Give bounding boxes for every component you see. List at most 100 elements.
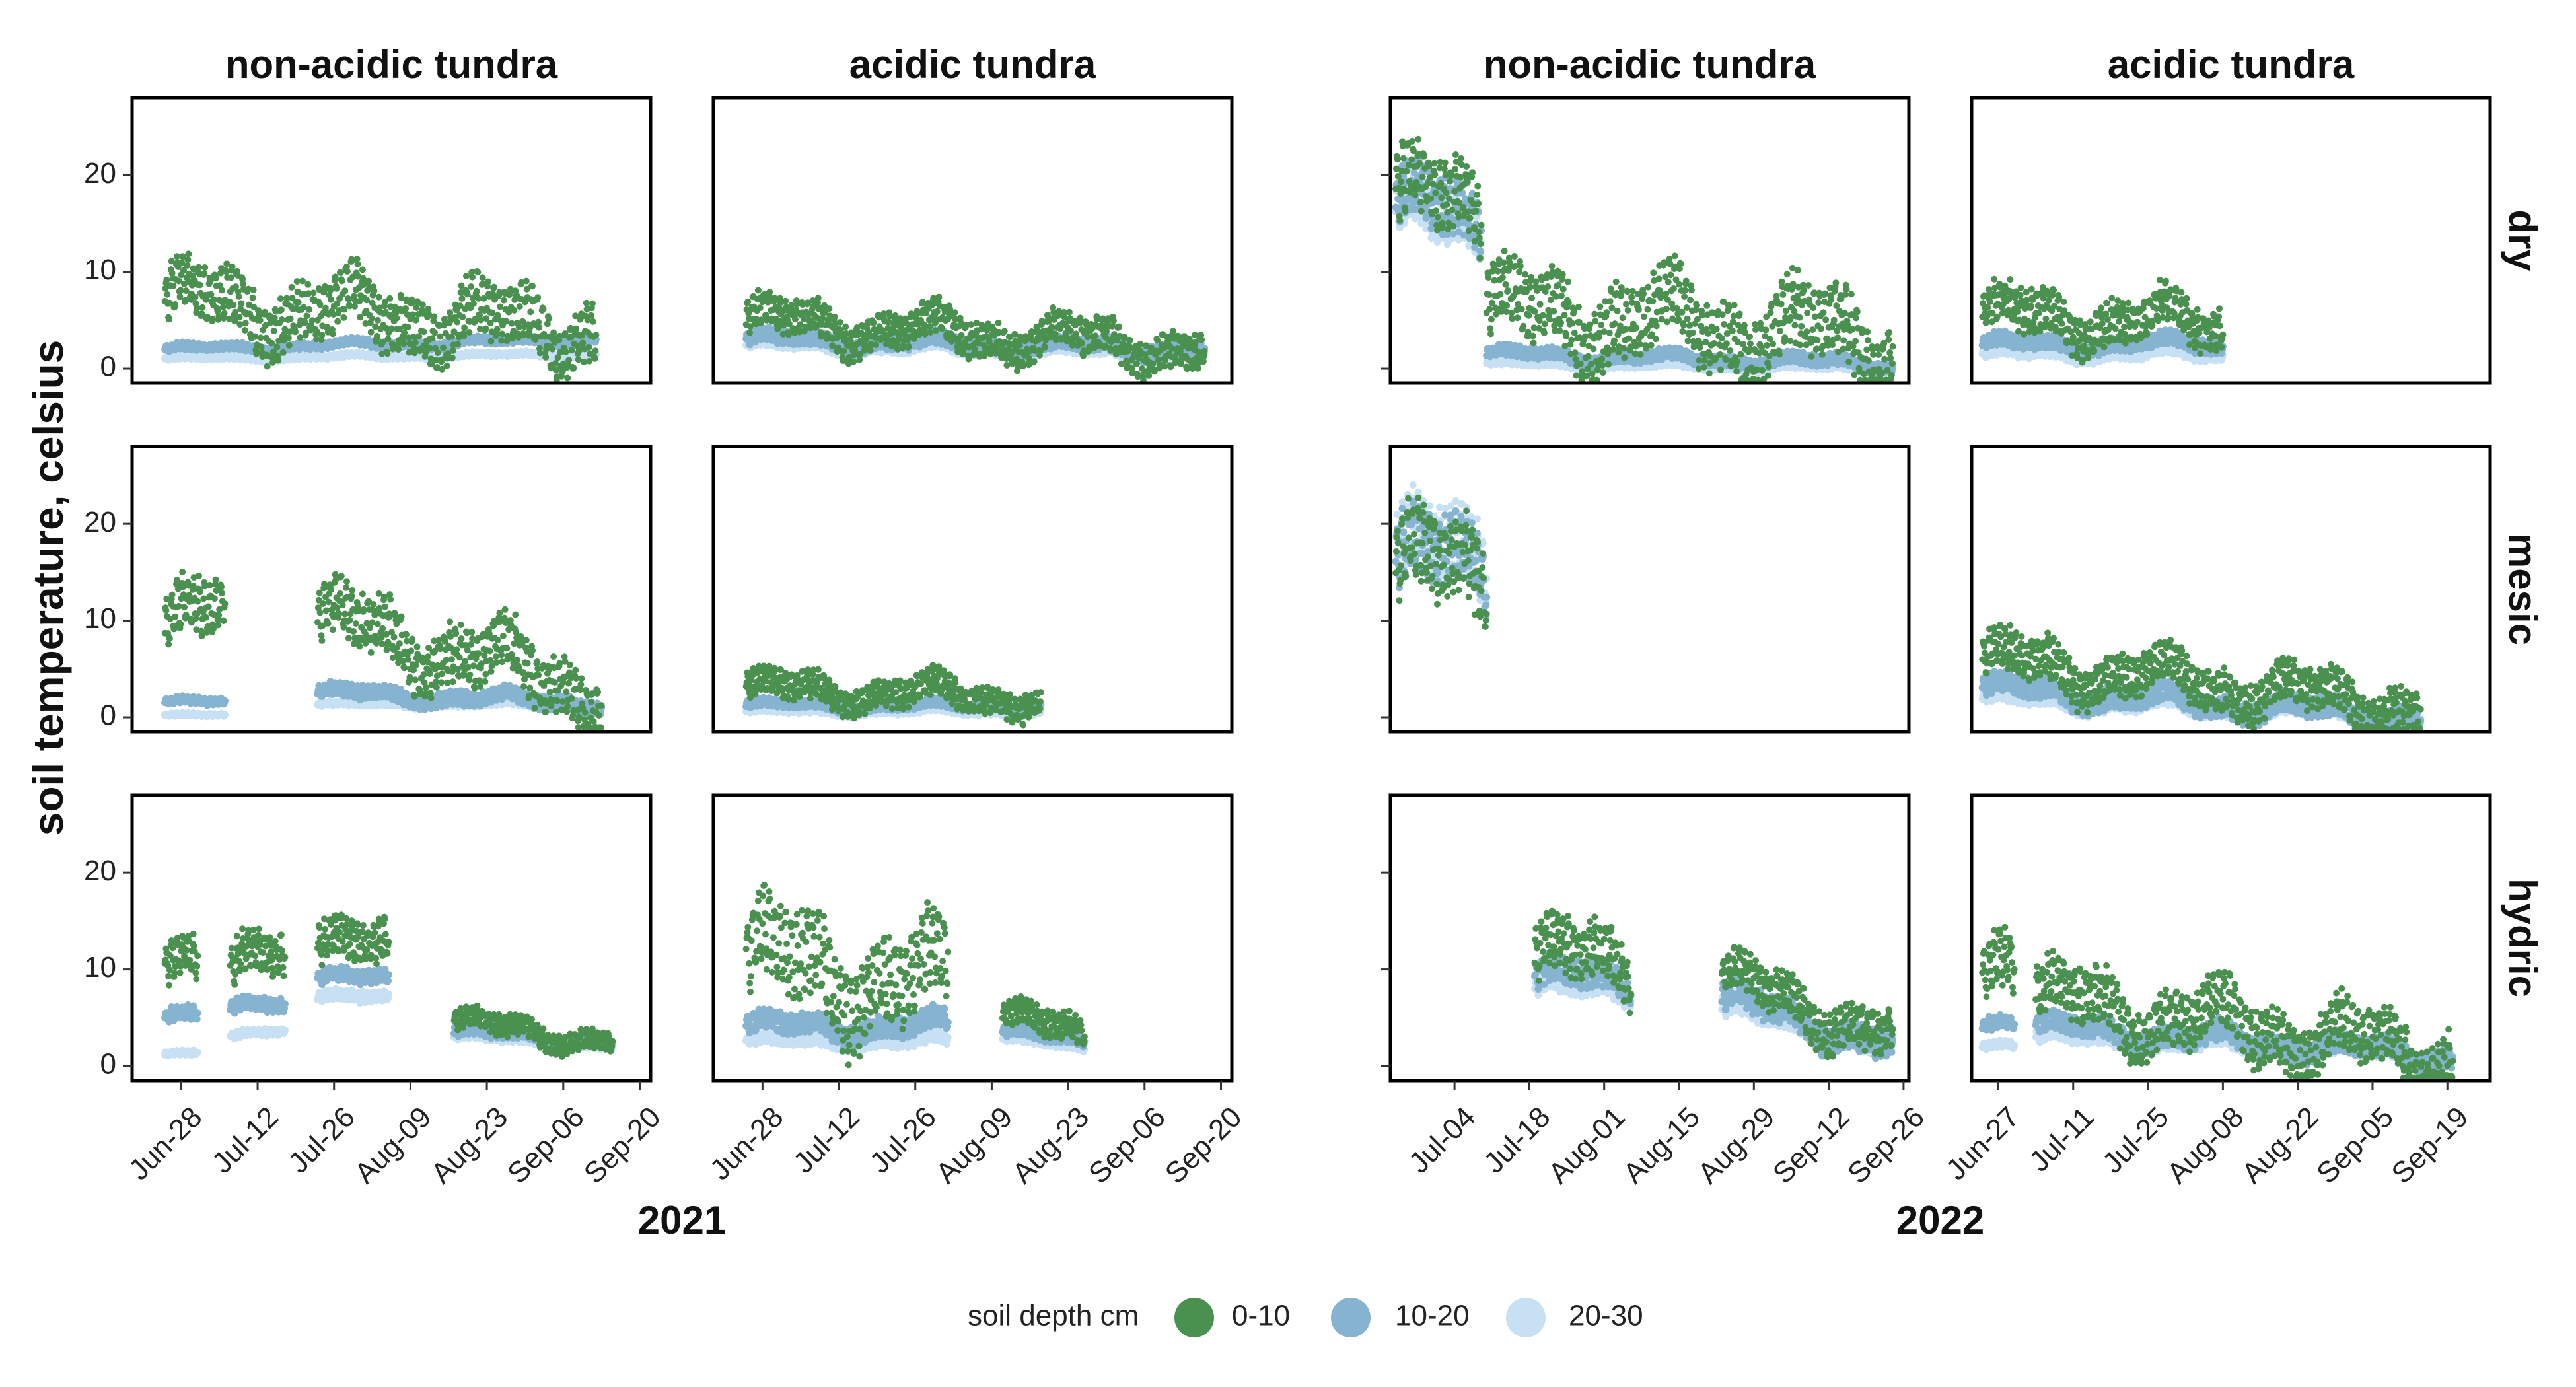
data-point [405,324,411,330]
data-point [327,287,334,293]
data-point [281,1000,289,1007]
data-point [236,321,243,328]
data-point [194,1009,201,1016]
data-point [184,262,191,269]
data-point [542,709,549,715]
data-point [578,675,585,682]
data-point [459,295,466,302]
data-point [514,657,520,663]
data-point [495,637,501,643]
data-point [379,339,386,345]
data-point [215,612,222,618]
data-point [317,610,324,616]
data-point [403,631,410,638]
data-point [345,635,352,641]
data-point [458,635,465,642]
data-point [570,365,577,371]
data-point [459,314,466,320]
data-point [421,671,427,678]
data-point [534,658,540,665]
data-point [526,685,533,692]
data-point [536,324,542,331]
data-point [194,1016,201,1023]
data-point [385,971,392,978]
data-point [487,648,493,655]
data-point [592,355,598,362]
data-point [379,625,386,632]
data-point [444,680,450,686]
data-point [480,274,486,281]
data-point [223,268,229,275]
data-point [500,633,507,639]
data-point [470,301,477,307]
data-point [590,718,597,725]
data-point [385,336,392,342]
data-point [318,637,325,644]
data-point [435,349,441,356]
data-point [517,303,523,310]
data-point [203,614,209,621]
data-point [386,295,393,302]
data-point [196,573,202,579]
data-point [330,331,336,338]
data-point [529,283,536,289]
data-point [567,662,573,668]
data-point [340,314,347,321]
data-point [334,318,341,325]
data-point [475,650,482,657]
data-point [221,618,227,624]
data-point [572,667,579,674]
data-point [400,341,407,347]
data-point [163,277,170,283]
data-point [468,629,475,635]
data-point [482,678,488,685]
data-point [512,612,519,618]
data-point [384,350,391,357]
data-point [409,636,415,643]
data-point [278,306,285,313]
data-point [166,982,172,989]
data-point [583,300,590,306]
data-point [477,683,483,690]
data-point [476,677,483,684]
data-point [429,335,436,341]
data-point [277,295,284,302]
data-point [273,344,280,351]
data-point [211,595,218,602]
y-tick-label: 10 [84,602,116,635]
data-point [328,587,334,593]
data-point [275,357,281,364]
data-point [162,607,169,614]
data-point [190,931,197,937]
data-point [395,346,402,353]
data-point [433,684,440,691]
data-point [343,578,350,585]
data-point [271,328,277,334]
data-point [164,291,170,298]
data-point [452,630,459,637]
data-point [236,314,243,320]
data-point [279,316,285,323]
data-point [439,670,445,677]
data-point [310,289,317,296]
data-point [344,268,351,275]
panels-layer: 010200102001020Jun-28Jul-12Jul-26Aug-09A… [84,98,2490,1190]
data-point [529,647,536,654]
data-point [185,256,192,263]
data-point [414,643,421,650]
data-point [197,588,203,595]
data-point [289,284,295,291]
data-point [193,976,199,983]
data-point [356,643,363,650]
data-point [264,363,271,370]
data-point [534,294,541,301]
data-point [523,278,530,285]
data-point [498,652,505,658]
data-point [229,264,236,270]
y-tick-label: 0 [100,351,116,383]
data-point [596,712,602,719]
data-point [503,645,510,652]
data-point [520,683,527,690]
data-point [242,327,248,334]
